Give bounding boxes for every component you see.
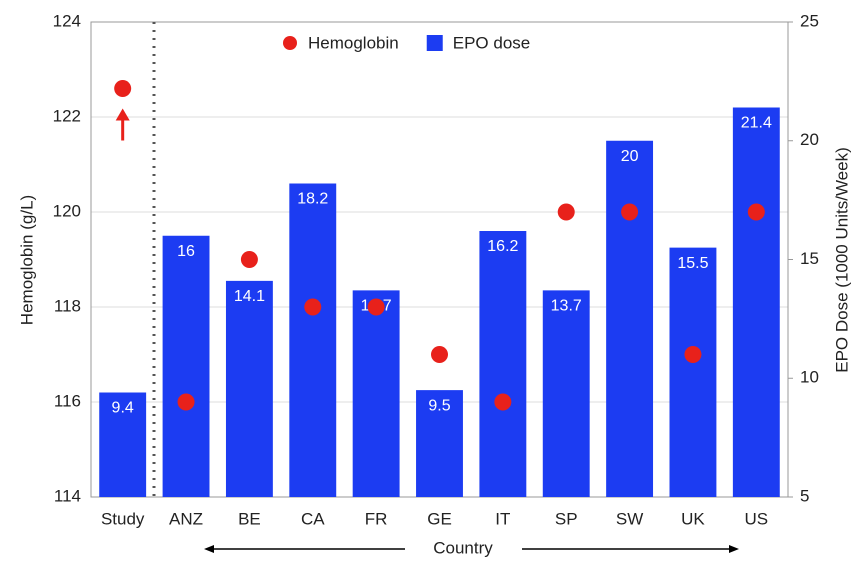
bar bbox=[606, 140, 654, 497]
arrowhead bbox=[729, 545, 739, 553]
bar bbox=[99, 392, 147, 497]
dot bbox=[304, 298, 322, 316]
bar bbox=[669, 247, 717, 497]
bar bbox=[732, 107, 780, 497]
x-tick-label: BE bbox=[238, 509, 261, 528]
dot bbox=[177, 393, 195, 411]
x-tick-label: FR bbox=[365, 509, 388, 528]
bar bbox=[289, 183, 337, 497]
bar-value-label: 9.5 bbox=[428, 397, 450, 414]
dot bbox=[684, 346, 702, 363]
x-tick-label: CA bbox=[301, 509, 325, 528]
y2-tick-label: 15 bbox=[800, 249, 819, 268]
y2-tick-label: 25 bbox=[800, 11, 819, 30]
x-tick-label: US bbox=[745, 509, 769, 528]
y2-tick-label: 10 bbox=[800, 368, 819, 387]
bar-value-label: 16.2 bbox=[487, 238, 518, 255]
bar-value-label: 13.7 bbox=[551, 298, 582, 315]
dot bbox=[747, 203, 765, 221]
y-tick-label: 114 bbox=[54, 486, 81, 505]
legend-label: Hemoglobin bbox=[308, 33, 399, 52]
dot bbox=[431, 346, 448, 363]
legend-label: EPO dose bbox=[453, 33, 531, 52]
dot bbox=[494, 393, 512, 411]
y-tick-label: 122 bbox=[53, 106, 81, 125]
bar-value-label: 20 bbox=[621, 148, 639, 165]
y-tick-label: 124 bbox=[53, 11, 81, 30]
bar-value-label: 14.1 bbox=[234, 288, 265, 305]
x-tick-label: SP bbox=[555, 509, 578, 528]
bar-value-label: 15.5 bbox=[677, 255, 708, 272]
bar bbox=[162, 235, 210, 497]
bar bbox=[352, 290, 400, 497]
dot bbox=[240, 251, 258, 268]
legend-swatch bbox=[426, 35, 443, 51]
bar-value-label: 16 bbox=[177, 243, 195, 260]
x-axis-title: Country bbox=[433, 538, 493, 557]
x-tick-label: UK bbox=[681, 509, 705, 528]
dot bbox=[114, 80, 132, 97]
dot bbox=[367, 298, 385, 316]
y-tick-label: 116 bbox=[54, 391, 81, 410]
x-tick-label: Study bbox=[101, 509, 145, 528]
bar bbox=[542, 290, 590, 497]
x-tick-label: ANZ bbox=[169, 509, 203, 528]
bar-value-label: 21.4 bbox=[741, 115, 772, 132]
y-axis-title: Hemoglobin (g/L) bbox=[17, 195, 36, 325]
legend-swatch bbox=[283, 36, 297, 50]
bar-value-label: 18.2 bbox=[297, 191, 328, 208]
y-tick-label: 120 bbox=[53, 201, 81, 220]
bar bbox=[479, 231, 527, 497]
arrowhead bbox=[204, 545, 214, 553]
y2-tick-label: 5 bbox=[800, 486, 809, 505]
y-tick-label: 118 bbox=[54, 296, 81, 315]
dot bbox=[557, 203, 575, 221]
x-tick-label: SW bbox=[616, 509, 643, 528]
bar bbox=[416, 390, 463, 497]
bar-value-label: 9.4 bbox=[112, 400, 134, 417]
x-tick-label: IT bbox=[495, 509, 510, 528]
y2-tick-label: 20 bbox=[800, 130, 819, 149]
y2-axis-title: EPO Dose (1000 Units/Week) bbox=[832, 147, 851, 373]
x-tick-label: GE bbox=[427, 509, 452, 528]
dot bbox=[621, 203, 639, 221]
bar bbox=[225, 280, 273, 497]
arrowhead bbox=[115, 108, 130, 121]
